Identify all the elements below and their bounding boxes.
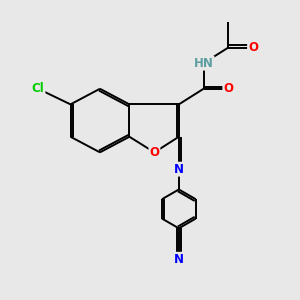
Text: N: N: [174, 253, 184, 266]
Text: Cl: Cl: [32, 82, 44, 95]
Text: HN: HN: [194, 57, 214, 70]
Text: N: N: [174, 163, 184, 176]
Text: O: O: [149, 146, 159, 159]
Text: O: O: [248, 41, 258, 54]
Text: O: O: [223, 82, 233, 95]
